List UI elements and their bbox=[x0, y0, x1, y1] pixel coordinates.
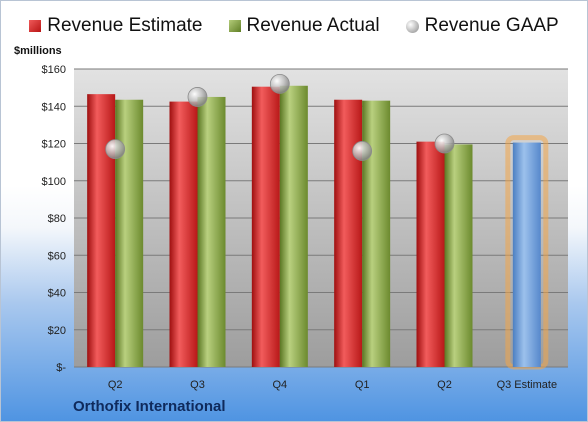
y-tick-label: $160 bbox=[42, 64, 66, 76]
y-axis-unit-label: $millions bbox=[14, 45, 62, 57]
x-tick-label: Q2 bbox=[108, 379, 123, 391]
bar-estimate bbox=[251, 86, 280, 367]
legend-label-gaap: Revenue GAAP bbox=[424, 15, 559, 36]
bar-actual bbox=[279, 85, 308, 367]
legend-swatch-estimate bbox=[29, 20, 42, 32]
x-tick-label: Q4 bbox=[272, 379, 287, 391]
x-tick-label: Q1 bbox=[355, 379, 370, 391]
gaap-point bbox=[352, 141, 373, 161]
legend-swatch-actual bbox=[228, 20, 241, 32]
y-tick-label: $- bbox=[56, 362, 66, 374]
y-tick-label: $40 bbox=[48, 288, 66, 300]
y-tick-label: $100 bbox=[42, 176, 66, 188]
legend-item-gaap: Revenue GAAP bbox=[405, 15, 559, 37]
x-tick-label: Q3 bbox=[190, 379, 205, 391]
y-tick-label: $140 bbox=[42, 101, 66, 113]
bar-future-estimate bbox=[512, 142, 541, 367]
bar-estimate bbox=[87, 94, 116, 368]
legend-label-actual: Revenue Actual bbox=[246, 15, 380, 36]
legend: Revenue Estimate Revenue Actual Revenue … bbox=[1, 15, 587, 37]
y-tick-label: $20 bbox=[48, 325, 66, 337]
company-name: Orthofix International bbox=[73, 398, 226, 415]
bar-actual bbox=[444, 144, 473, 367]
y-tick-label: $80 bbox=[48, 213, 66, 225]
x-tick-label: Q2 bbox=[437, 379, 452, 391]
gaap-point bbox=[269, 74, 290, 94]
legend-item-estimate: Revenue Estimate bbox=[29, 15, 203, 37]
bar-actual bbox=[197, 96, 226, 367]
legend-item-actual: Revenue Actual bbox=[228, 15, 380, 37]
bar-estimate bbox=[334, 99, 363, 367]
x-tick-label: Q3 Estimate bbox=[497, 379, 558, 391]
bar-actual bbox=[362, 100, 391, 367]
bar-estimate bbox=[169, 101, 198, 367]
legend-swatch-gaap bbox=[405, 19, 419, 33]
legend-label-estimate: Revenue Estimate bbox=[47, 15, 203, 36]
gaap-point bbox=[434, 133, 455, 154]
bar-actual bbox=[115, 99, 144, 367]
y-tick-label: $120 bbox=[42, 139, 66, 151]
gaap-point bbox=[187, 87, 208, 107]
y-tick-label: $60 bbox=[48, 250, 66, 262]
gaap-point bbox=[105, 139, 126, 159]
bar-estimate bbox=[416, 141, 445, 367]
